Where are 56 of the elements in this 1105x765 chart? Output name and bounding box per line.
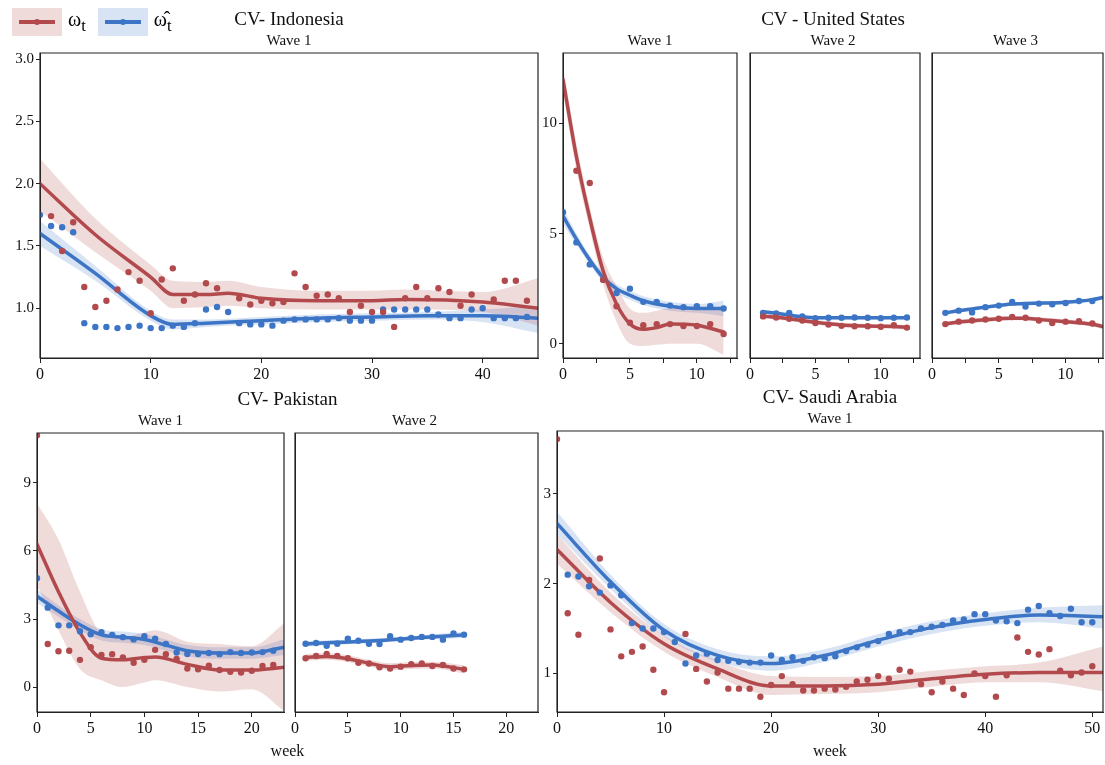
legend-label: ω̂$_{t}$ bbox=[153, 8, 172, 36]
x-tick-label: 10 bbox=[136, 718, 153, 736]
y-tick-label: 2 bbox=[543, 574, 551, 591]
x-tick-label: 10 bbox=[656, 718, 673, 736]
x-tick-label: 40 bbox=[474, 364, 491, 382]
chart-title: CV - United States bbox=[760, 8, 906, 30]
y-tick-label: 0 bbox=[23, 677, 31, 694]
y-tick-label: 1.5 bbox=[15, 236, 34, 253]
x-tick-label: 10 bbox=[872, 364, 889, 382]
x-tick-label: 30 bbox=[870, 718, 887, 736]
x-tick-label: 15 bbox=[190, 718, 207, 736]
x-tick-label: 5 bbox=[343, 718, 352, 736]
chart-subtitle: Wave 1 bbox=[137, 411, 184, 429]
x-tick-label: 40 bbox=[977, 718, 994, 736]
x-tick-label: 5 bbox=[625, 364, 634, 382]
y-tick-label: 1.0 bbox=[15, 299, 34, 316]
x-tick-label: 20 bbox=[763, 718, 780, 736]
y-tick-label: 3 bbox=[543, 484, 551, 501]
x-tick-label: 50 bbox=[1084, 718, 1101, 736]
chart-subtitle: Wave 3 bbox=[992, 31, 1039, 49]
y-tick-label: 6 bbox=[23, 541, 32, 558]
y-tick-label: 10 bbox=[542, 114, 557, 131]
x-tick-label: 0 bbox=[928, 364, 936, 382]
x-tick-label: 20 bbox=[498, 718, 515, 736]
chart-title: CV- Saudi Arabia bbox=[761, 386, 899, 408]
x-tick-label: 5 bbox=[994, 364, 1003, 382]
y-tick-label: 2.5 bbox=[15, 112, 34, 129]
x-tick-label: 20 bbox=[253, 364, 270, 382]
x-tick-label: 15 bbox=[445, 718, 462, 736]
x-tick-label: 30 bbox=[364, 364, 380, 382]
x-tick-label: 10 bbox=[142, 364, 159, 382]
x-tick-label: 0 bbox=[291, 718, 299, 736]
y-tick-label: 0 bbox=[549, 334, 557, 351]
chart-subtitle: Wave 1 bbox=[806, 409, 854, 427]
x-tick-label: 20 bbox=[243, 718, 260, 736]
chart-subtitle: Wave 2 bbox=[809, 31, 857, 49]
y-tick-label: 3 bbox=[23, 609, 31, 626]
legend-label: ω$_{t}$ bbox=[68, 8, 86, 36]
chart-title: CV- Pakistan bbox=[236, 388, 339, 410]
chart-title: CV- Indonesia bbox=[234, 8, 344, 29]
y-tick-label: 2.0 bbox=[15, 174, 34, 191]
x-axis-title: week bbox=[812, 742, 848, 760]
x-axis-title: week bbox=[269, 742, 306, 760]
x-tick-label: 5 bbox=[811, 364, 820, 382]
chart-subtitle: Wave 1 bbox=[266, 32, 312, 48]
x-tick-label: 10 bbox=[392, 718, 409, 736]
chart-subtitle: Wave 2 bbox=[391, 411, 438, 429]
x-tick-label: 0 bbox=[746, 364, 754, 382]
x-tick-label: 5 bbox=[86, 718, 95, 736]
chart-subtitle: Wave 1 bbox=[626, 31, 674, 49]
y-tick-label: 1 bbox=[543, 664, 551, 681]
y-tick-label: 5 bbox=[549, 224, 557, 241]
y-tick-label: 9 bbox=[23, 473, 31, 490]
x-tick-label: 10 bbox=[1057, 364, 1074, 382]
x-tick-label: 10 bbox=[688, 364, 705, 382]
y-tick-label: 3.0 bbox=[15, 50, 34, 67]
